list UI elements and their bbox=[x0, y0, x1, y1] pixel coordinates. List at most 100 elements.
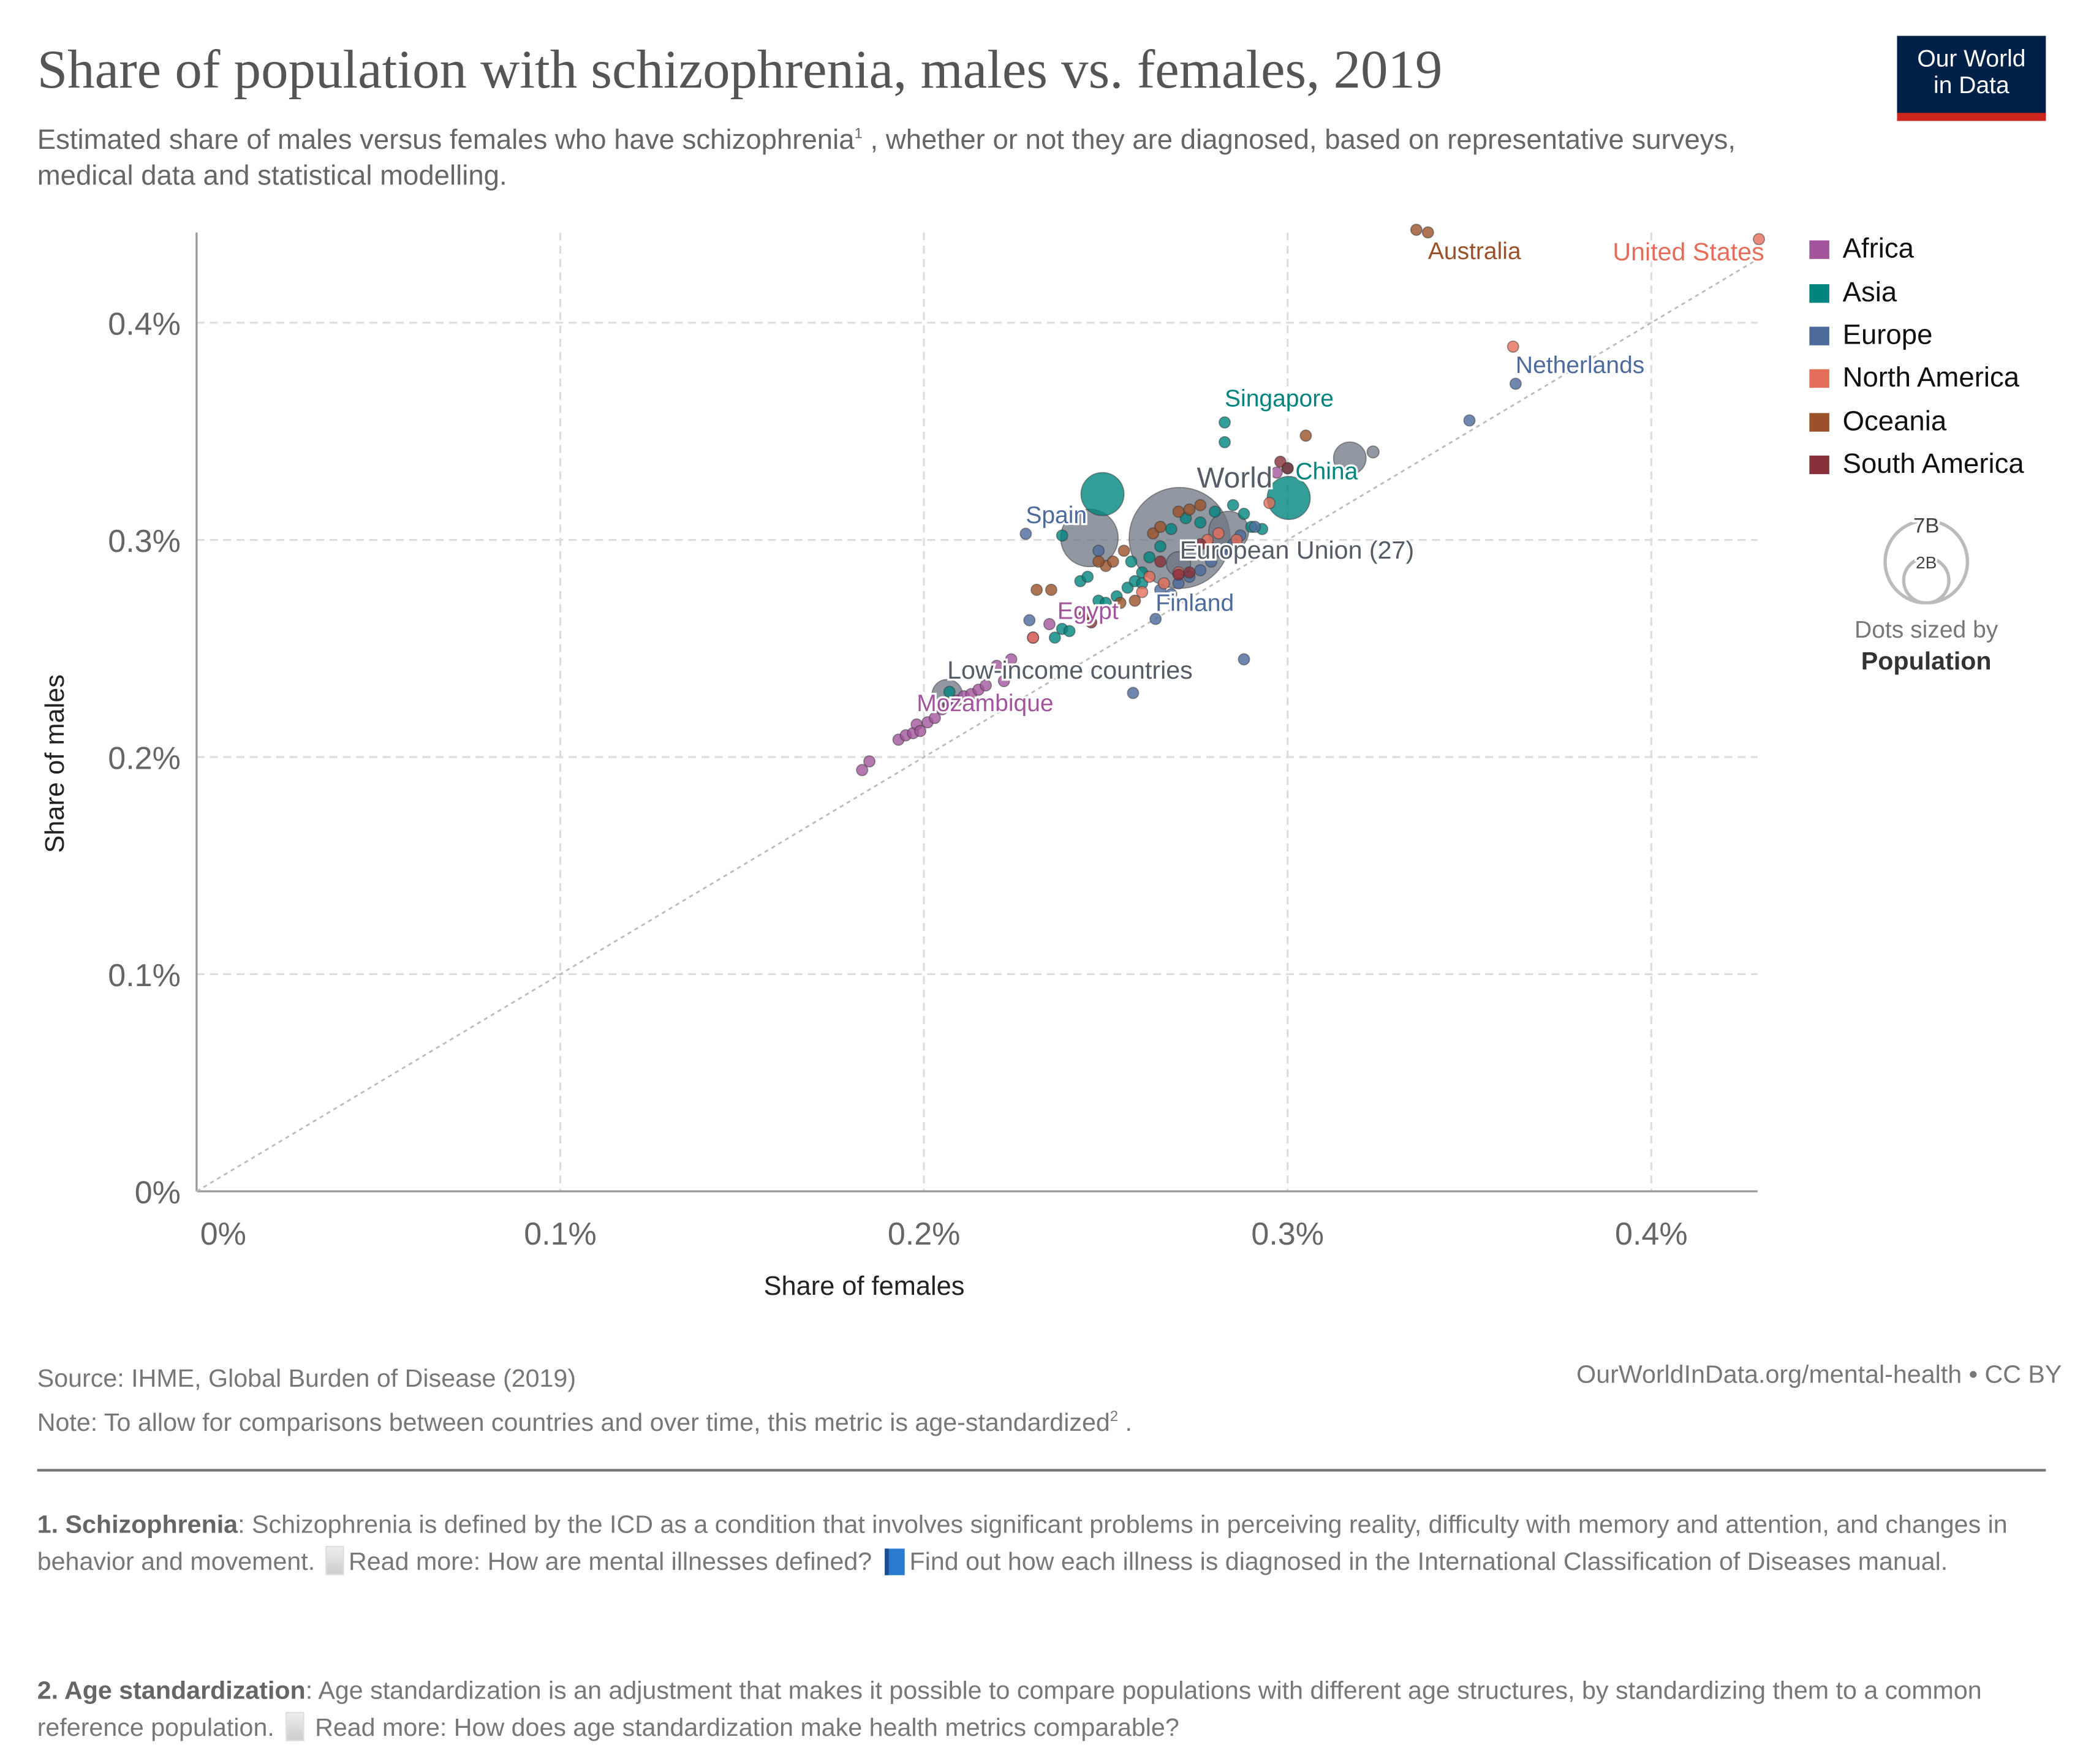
data-point[interactable] bbox=[1127, 687, 1140, 699]
data-point[interactable] bbox=[1092, 555, 1105, 568]
data-point[interactable] bbox=[1056, 529, 1068, 542]
legend-item-oceania[interactable]: Oceania bbox=[1809, 401, 2024, 443]
y-tick-label: 0.2% bbox=[108, 741, 181, 777]
data-point[interactable] bbox=[1045, 584, 1057, 596]
data-point[interactable] bbox=[1154, 540, 1166, 553]
data-point[interactable] bbox=[1048, 631, 1061, 644]
data-point[interactable] bbox=[1410, 224, 1423, 236]
data-point[interactable] bbox=[1366, 445, 1380, 459]
footnote-ref-2[interactable]: 2 bbox=[1110, 1409, 1119, 1425]
read-more-link[interactable]: Read more: How are mental illnesses defi… bbox=[349, 1548, 872, 1577]
read-more-link[interactable]: Read more: How does age standardization … bbox=[308, 1714, 1179, 1743]
data-point-netherlands[interactable] bbox=[1509, 377, 1522, 390]
data-point[interactable] bbox=[1005, 653, 1018, 666]
data-point[interactable] bbox=[1194, 499, 1207, 511]
data-point[interactable] bbox=[1212, 527, 1225, 540]
data-point[interactable] bbox=[1157, 577, 1170, 590]
x-tick-label: 0.3% bbox=[1251, 1216, 1324, 1252]
data-point[interactable] bbox=[1270, 466, 1283, 479]
data-point[interactable] bbox=[1183, 503, 1196, 516]
data-point[interactable] bbox=[1027, 631, 1040, 644]
data-point[interactable] bbox=[1099, 597, 1112, 609]
footnote-ref-1[interactable]: 1 bbox=[854, 126, 863, 143]
logo-line: Our World bbox=[1917, 45, 2026, 72]
data-point[interactable] bbox=[1194, 538, 1207, 551]
data-point[interactable] bbox=[928, 712, 941, 725]
data-point[interactable] bbox=[1194, 564, 1207, 577]
data-point-united-states[interactable] bbox=[1753, 233, 1766, 246]
data-point[interactable] bbox=[1219, 435, 1231, 448]
data-point[interactable] bbox=[1333, 441, 1367, 475]
data-point[interactable] bbox=[1263, 497, 1276, 510]
data-point[interactable] bbox=[1165, 522, 1178, 535]
data-point[interactable] bbox=[1249, 521, 1261, 533]
data-point[interactable] bbox=[863, 755, 876, 768]
legend-item-europe[interactable]: Europe bbox=[1809, 314, 2024, 357]
data-point[interactable] bbox=[1230, 533, 1243, 546]
legend-item-south-america[interactable]: South America bbox=[1809, 443, 2024, 486]
data-point[interactable] bbox=[1092, 545, 1105, 557]
owid-logo[interactable]: Our World in Data bbox=[1897, 36, 2046, 121]
data-point[interactable] bbox=[1299, 429, 1312, 442]
data-point[interactable] bbox=[914, 725, 927, 737]
data-point[interactable] bbox=[1143, 551, 1156, 564]
data-point-spain[interactable] bbox=[1019, 527, 1032, 540]
source-text: Source: IHME, Global Burden of Disease (… bbox=[37, 1365, 577, 1393]
icd-link[interactable]: Find out how each illness is diagnosed i… bbox=[909, 1548, 1948, 1577]
size-legend: 7B 2B Dots sized by Population bbox=[1833, 511, 2019, 677]
source-note: Source: IHME, Global Burden of Disease (… bbox=[37, 1362, 1132, 1443]
data-point[interactable] bbox=[990, 660, 1003, 673]
legend-item-north-america[interactable]: North America bbox=[1809, 358, 2024, 401]
data-point[interactable] bbox=[1128, 594, 1141, 607]
data-point[interactable] bbox=[997, 674, 1010, 687]
data-point[interactable] bbox=[1205, 555, 1218, 568]
data-point[interactable] bbox=[1030, 584, 1043, 596]
data-point[interactable] bbox=[1172, 505, 1185, 518]
x-tick-label: 0.1% bbox=[524, 1216, 597, 1252]
data-point[interactable] bbox=[856, 764, 869, 777]
data-point[interactable] bbox=[1238, 507, 1250, 520]
data-point[interactable] bbox=[1172, 568, 1185, 581]
data-point[interactable] bbox=[1183, 566, 1196, 579]
point-label: Netherlands bbox=[1516, 352, 1644, 379]
x-tick-label: 0.4% bbox=[1615, 1216, 1688, 1252]
data-point[interactable] bbox=[1114, 597, 1127, 609]
data-point[interactable] bbox=[1143, 570, 1156, 583]
data-point[interactable] bbox=[1117, 545, 1130, 557]
data-point[interactable] bbox=[1081, 570, 1094, 583]
data-point[interactable] bbox=[1238, 653, 1250, 666]
data-point[interactable] bbox=[1194, 516, 1207, 529]
data-point[interactable] bbox=[1063, 625, 1076, 638]
legend-label: North America bbox=[1842, 363, 2020, 394]
data-point[interactable] bbox=[1023, 614, 1036, 627]
data-point[interactable] bbox=[1085, 616, 1098, 629]
legend-item-africa[interactable]: Africa bbox=[1809, 228, 2024, 271]
data-point[interactable] bbox=[1080, 472, 1125, 516]
data-point[interactable] bbox=[1154, 555, 1166, 568]
data-point[interactable] bbox=[1281, 462, 1294, 475]
footnote-text: : Age standardization is an adjustment t… bbox=[37, 1677, 1982, 1743]
data-point[interactable] bbox=[1106, 555, 1119, 568]
data-point[interactable] bbox=[1165, 588, 1178, 601]
data-point-australia[interactable] bbox=[1421, 226, 1434, 239]
data-point-egypt[interactable] bbox=[1043, 618, 1056, 630]
data-point[interactable] bbox=[1506, 340, 1519, 353]
legend-label: Europe bbox=[1842, 320, 1933, 351]
data-point[interactable] bbox=[1136, 586, 1149, 598]
data-point[interactable] bbox=[1125, 555, 1138, 568]
data-point-finland[interactable] bbox=[1149, 612, 1162, 625]
note-end: . bbox=[1118, 1409, 1132, 1438]
legend-label: Asia bbox=[1842, 277, 1897, 308]
data-point[interactable] bbox=[943, 685, 956, 698]
point-label: Low-income countries bbox=[947, 656, 1193, 684]
data-point[interactable] bbox=[1227, 499, 1239, 511]
source-url-link[interactable]: OurWorldInData.org/mental-health • CC BY bbox=[1576, 1361, 2062, 1390]
data-point[interactable] bbox=[1215, 546, 1228, 559]
data-point[interactable] bbox=[980, 679, 992, 692]
data-point[interactable] bbox=[1154, 521, 1166, 533]
legend-item-asia[interactable]: Asia bbox=[1809, 271, 2024, 314]
subtitle-text-2: , whether or not they are diagnosed, bas… bbox=[37, 124, 1736, 192]
data-point[interactable] bbox=[1209, 505, 1221, 518]
data-point[interactable] bbox=[1463, 414, 1476, 427]
data-point-singapore[interactable] bbox=[1219, 416, 1231, 429]
